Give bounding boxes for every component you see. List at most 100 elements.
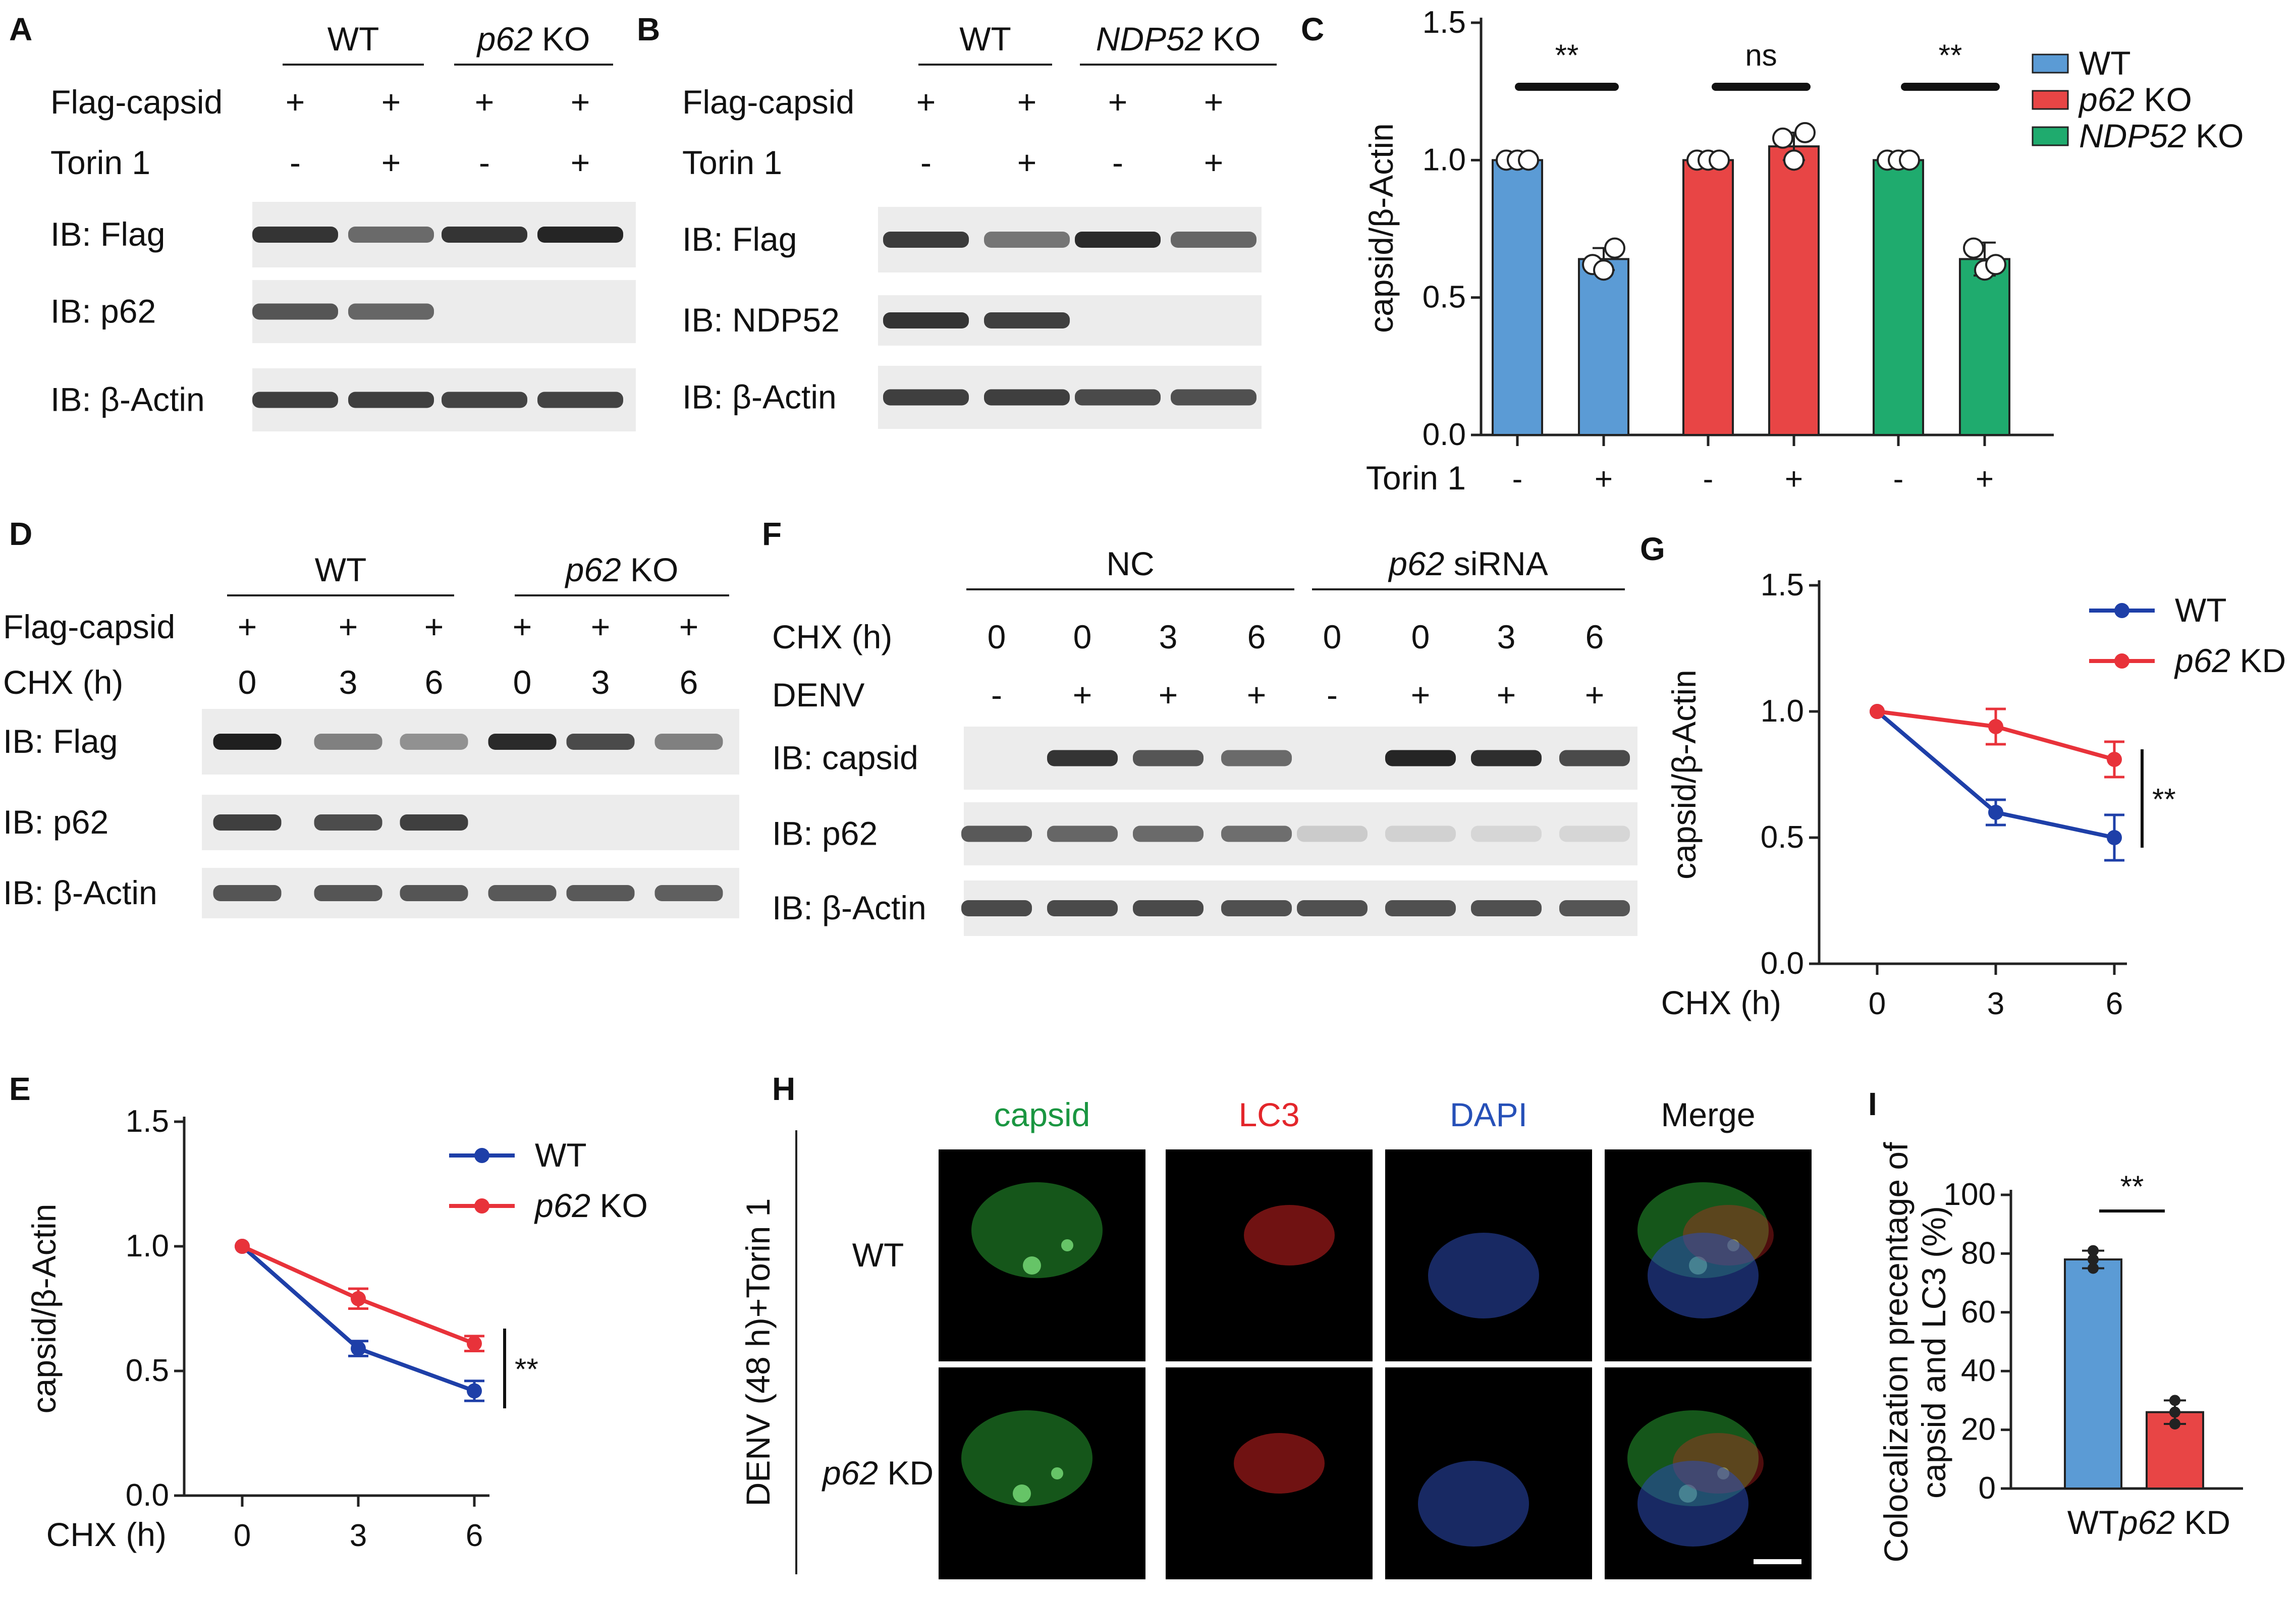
panel-d-blot-strip xyxy=(202,868,739,918)
panel-f-lane-mark: 3 xyxy=(1159,618,1178,655)
panel-d-western-blot: WT p62 KO Flag-capsid + + + + + + CHX (h) 0 3 6 0 3 6 IB… xyxy=(3,551,739,918)
panel-h-capsid-dot xyxy=(1013,1484,1031,1503)
panel-f-band xyxy=(1297,825,1368,842)
panel-f-group-label: NC xyxy=(1106,545,1154,582)
panel-i-category-label: p62 KD xyxy=(2118,1504,2230,1541)
panel-i-y-tick-label: 100 xyxy=(1944,1177,1996,1212)
panel-i-significance-label: ** xyxy=(2120,1170,2144,1203)
panel-c-y-label: capsid/β-Actin xyxy=(1362,123,1400,333)
panel-i-y-label-line: capsid and LC3 (%) xyxy=(1915,1206,1952,1499)
panel-b-blot-label-ib-actin: IB: β-Actin xyxy=(682,378,837,416)
panel-c-y-tick-label: 1.5 xyxy=(1423,5,1466,40)
panel-h-dapi-nucleus xyxy=(1637,1461,1748,1547)
panel-a-lane-mark: + xyxy=(475,83,495,121)
panel-f-lane-mark: 0 xyxy=(1323,618,1342,655)
panel-d-lane-mark: + xyxy=(339,608,358,645)
panel-b-band xyxy=(1171,389,1256,406)
panel-b-band xyxy=(883,389,969,406)
panel-a-lane-mark: + xyxy=(381,144,401,181)
panel-a-western-blot: WT p62 KO Flag-capsid + + + + Torin 1 - + - + IB: Fl… xyxy=(50,20,636,431)
panel-a-lane-mark: + xyxy=(571,144,590,181)
panel-c-data-point xyxy=(1963,237,1984,259)
panel-h-column-label-lc3: LC3 xyxy=(1238,1096,1299,1133)
panel-e-data-point xyxy=(467,1383,482,1399)
panel-a-band xyxy=(442,392,527,408)
panel-f-band xyxy=(1471,900,1542,916)
panel-f-band xyxy=(1221,900,1292,916)
panel-f-lane-mark: + xyxy=(1247,676,1267,713)
panel-h-dapi-nucleus xyxy=(1428,1233,1539,1318)
panel-i-y-tick-label: 0 xyxy=(1979,1471,1996,1506)
panel-f-lane-mark: + xyxy=(1411,676,1431,713)
panel-a-band xyxy=(252,392,338,408)
panel-i-bar-chart: 0 20 40 60 80 100 WT p62 KD Colocalization prece… xyxy=(1877,1142,2243,1563)
panel-c-bar xyxy=(1682,159,1734,436)
panel-b-band xyxy=(883,232,969,248)
panel-label-g: G xyxy=(1640,531,1665,567)
panel-b-lane-mark: + xyxy=(1204,83,1224,121)
panel-a-band xyxy=(348,303,434,320)
panel-d-band xyxy=(654,734,723,750)
panel-h-capsid-dot xyxy=(1061,1239,1073,1251)
panel-f-band xyxy=(1133,750,1204,766)
panel-i-category-label: WT xyxy=(2067,1504,2119,1541)
panel-a-band xyxy=(252,303,338,320)
panel-h-capsid-signal xyxy=(971,1182,1103,1278)
panel-g-data-point xyxy=(1870,704,1885,719)
panel-f-band xyxy=(1047,900,1118,916)
panel-h-column-label-dapi: DAPI xyxy=(1450,1096,1527,1133)
panel-g-x-tick-label: 3 xyxy=(1987,986,2004,1021)
panel-d-row-label-chx-h: CHX (h) xyxy=(3,664,123,701)
panel-g-data-point xyxy=(1988,805,2003,820)
panel-c-legend-swatch xyxy=(2032,53,2069,74)
panel-g-legend-label-part: KD xyxy=(2230,642,2286,679)
panel-c-data-point xyxy=(1593,259,1614,281)
panel-g-data-point xyxy=(1988,719,2003,734)
panel-b-blot-label-ib-ndp52: IB: NDP52 xyxy=(682,301,840,339)
panel-a-row-label-torin-1: Torin 1 xyxy=(50,144,150,181)
panel-a-group-label: WT xyxy=(327,20,379,58)
panel-b-group-label: WT xyxy=(959,20,1011,58)
panel-a-band xyxy=(442,227,527,243)
panel-f-lane-mark: 0 xyxy=(1073,618,1092,655)
panel-b-lane-mark: + xyxy=(1204,144,1224,181)
panel-d-lane-mark: 3 xyxy=(591,664,610,701)
panel-label-e: E xyxy=(9,1071,31,1107)
panel-d-lane-mark: 6 xyxy=(680,664,698,701)
panel-c-data-point xyxy=(1772,127,1793,149)
panel-c-bar xyxy=(1492,159,1543,436)
panel-f-band xyxy=(1221,750,1292,766)
panel-i-data-point xyxy=(2169,1395,2180,1406)
panel-d-blot-label-ib-actin: IB: β-Actin xyxy=(3,874,157,911)
panel-d-band xyxy=(314,814,382,831)
panel-e-data-point xyxy=(467,1336,482,1351)
panel-f-band xyxy=(1221,825,1292,842)
panel-d-lane-mark: + xyxy=(238,608,257,645)
panel-b-row-label-torin-1: Torin 1 xyxy=(682,144,782,181)
panel-c-legend-label: NDP52 KO xyxy=(2079,117,2244,154)
panel-b-group-label-part: KO xyxy=(1204,20,1261,58)
panel-a-lane-mark: - xyxy=(290,144,301,181)
panel-d-band xyxy=(566,734,635,750)
panel-e-x-label: CHX (h) xyxy=(46,1516,167,1553)
panel-h-side-label: DENV (48 h)+Torin 1 xyxy=(739,1198,777,1507)
panel-f-lane-mark: + xyxy=(1073,676,1092,713)
panel-i-data-point xyxy=(2088,1262,2099,1274)
panel-g-legend-label: WT xyxy=(2175,591,2227,629)
panel-b-lane-mark: - xyxy=(920,144,932,181)
panel-g-x-label: CHX (h) xyxy=(1661,984,1781,1021)
panel-b-band xyxy=(984,232,1070,248)
panel-c-data-point xyxy=(1783,149,1805,171)
panel-i-y-label-line: Colocalization precentage of xyxy=(1877,1142,1915,1563)
panel-i-data-point xyxy=(2088,1245,2099,1256)
panel-h-row-label-part: KD xyxy=(878,1454,934,1492)
panel-i-y-tick-label: 40 xyxy=(1961,1353,1996,1388)
panel-i-bar xyxy=(2064,1258,2122,1490)
panel-e-series-line-wt xyxy=(241,1244,475,1393)
panel-d-lane-mark: 6 xyxy=(425,664,444,701)
panel-a-lane-mark: + xyxy=(381,83,401,121)
panel-f-band xyxy=(1385,825,1456,842)
panel-f-lane-mark: + xyxy=(1585,676,1605,713)
panel-f-band xyxy=(1133,900,1204,916)
panel-a-blot-label-ib-flag: IB: Flag xyxy=(50,215,165,253)
